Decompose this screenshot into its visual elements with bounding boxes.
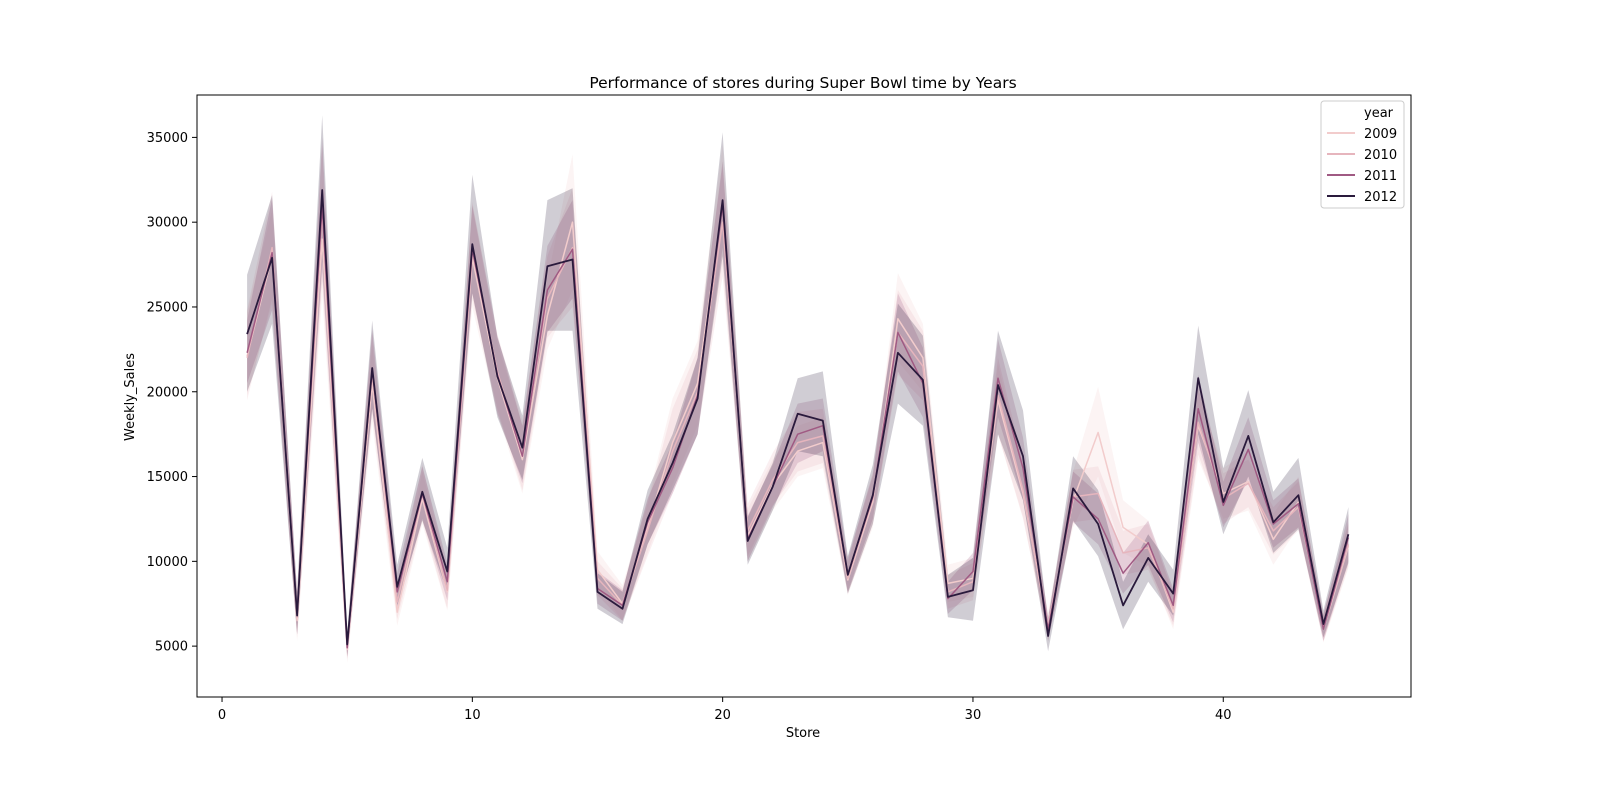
- plot-area-frame: [196, 94, 1412, 698]
- legend-label-2009: 2009: [1364, 127, 1397, 142]
- y-tick-label: 15000: [147, 470, 188, 485]
- y-tick-label: 20000: [147, 385, 188, 400]
- legend: year 2009 2010 2011 2012: [1320, 100, 1405, 209]
- legend-label-2011: 2011: [1364, 169, 1397, 184]
- legend-label-2012: 2012: [1364, 190, 1397, 205]
- y-tick-label: 5000: [155, 640, 188, 655]
- x-tick-label: 10: [464, 708, 481, 723]
- series-lines: [246, 189, 1350, 651]
- x-tick-label: 30: [965, 708, 982, 723]
- x-axis-title: Store: [786, 726, 820, 741]
- band-2012: [247, 115, 1349, 657]
- legend-label-2010: 2010: [1364, 148, 1397, 163]
- legend-title: year: [1364, 106, 1394, 121]
- x-tick-label: 0: [218, 708, 226, 723]
- y-tick-label: 25000: [147, 300, 188, 315]
- x-tick-label: 40: [1215, 708, 1232, 723]
- series-line-2010: [246, 212, 1350, 649]
- y-axis-title: Weekly_Sales: [123, 353, 138, 441]
- series-line-2012: [246, 189, 1350, 646]
- chart-title: Performance of stores during Super Bowl …: [589, 74, 1016, 92]
- y-tick-label: 30000: [147, 216, 188, 231]
- y-tick-label: 10000: [147, 555, 188, 570]
- series-line-2011: [246, 204, 1350, 649]
- legend-box: [1320, 100, 1405, 209]
- x-axis: 0 10 20 30 40: [218, 697, 1232, 723]
- y-tick-label: 35000: [147, 131, 188, 146]
- confidence-bands: [247, 115, 1349, 664]
- y-axis: 5000 10000 15000 20000 25000 30000 35000: [147, 131, 197, 655]
- x-tick-label: 20: [714, 708, 731, 723]
